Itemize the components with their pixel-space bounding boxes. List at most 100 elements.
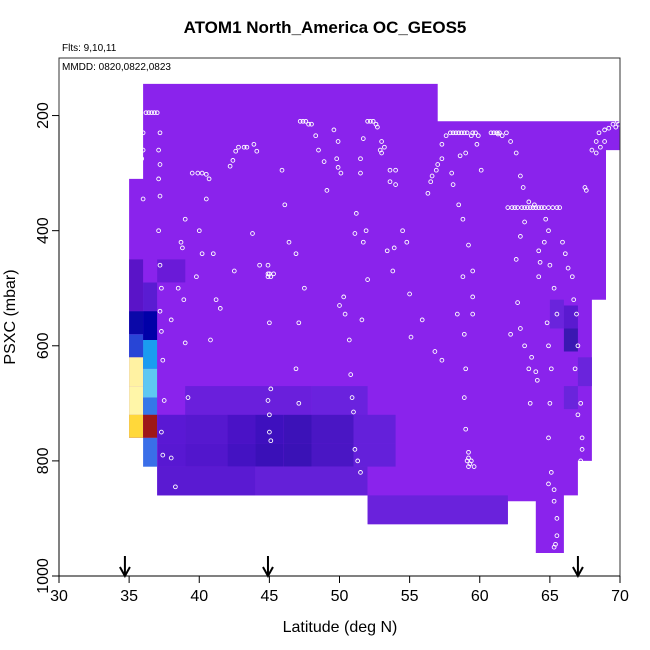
flight-track-point xyxy=(341,294,347,300)
heatmap-cell xyxy=(143,340,158,369)
flight-track-point xyxy=(554,533,560,539)
flight-track-point xyxy=(140,147,146,153)
flight-track-point xyxy=(475,133,481,139)
flight-track-point xyxy=(160,452,166,458)
heatmap-cell xyxy=(353,443,396,467)
flight-track-point xyxy=(175,285,181,291)
flight-track-point xyxy=(199,251,205,257)
heatmap-cell xyxy=(129,357,144,387)
y-axis: 200 400 600 800 1000 xyxy=(35,102,60,594)
flight-track-point xyxy=(602,127,607,133)
flight-track-point xyxy=(360,136,366,141)
flight-track-point xyxy=(515,300,520,305)
flight-track-point xyxy=(571,297,577,303)
flight-track-point xyxy=(453,130,459,136)
flight-track-point xyxy=(527,205,533,210)
flight-track-point xyxy=(303,118,309,124)
flight-track-point xyxy=(250,231,255,236)
flight-track-point xyxy=(282,202,288,208)
flight-track-point xyxy=(306,121,311,127)
y-tick-label: 800 xyxy=(35,447,52,474)
flight-track-point xyxy=(335,139,341,144)
flight-track-point xyxy=(551,498,557,504)
flight-track-point xyxy=(471,464,477,469)
flight-track-point xyxy=(152,110,157,116)
heatmap-cell xyxy=(353,414,396,444)
flight-track-point xyxy=(450,130,456,136)
flight-track-point xyxy=(408,334,414,340)
flight-track-point xyxy=(407,291,412,297)
heatmap-cell xyxy=(157,443,186,467)
heatmap-cell xyxy=(143,414,158,438)
flight-track-point xyxy=(551,487,557,493)
flight-track-point xyxy=(466,449,471,455)
flight-track-point xyxy=(180,245,185,251)
flight-track-point xyxy=(546,435,551,441)
flight-track-point xyxy=(463,426,469,432)
flight-track-point xyxy=(300,118,306,124)
flight-track-point xyxy=(569,274,575,280)
flight-track-point xyxy=(244,144,250,150)
flight-track-point xyxy=(156,176,161,182)
x-tick-label: 50 xyxy=(331,588,349,605)
flight-track-point xyxy=(157,193,163,199)
flight-track-point xyxy=(293,251,299,257)
flight-track-point xyxy=(348,372,354,377)
heatmap-cell xyxy=(255,443,284,467)
flight-track-point xyxy=(536,248,542,254)
flight-track-point xyxy=(279,167,285,173)
flight-track-point xyxy=(352,231,358,236)
flight-track-point xyxy=(495,131,501,137)
flight-track-point xyxy=(268,438,274,444)
flight-track-point xyxy=(368,118,373,124)
heatmap-cell xyxy=(255,414,284,444)
flight-track-point xyxy=(488,130,494,136)
flight-track-point xyxy=(529,354,534,360)
heatmap-cell xyxy=(283,414,312,444)
flight-track-point xyxy=(533,205,539,210)
flight-track-point xyxy=(547,262,553,268)
flight-track-point xyxy=(404,239,410,245)
flight-track-point xyxy=(149,110,154,116)
flight-track-point xyxy=(464,130,470,136)
flight-track-point xyxy=(384,248,390,254)
flight-track-point xyxy=(194,274,199,280)
flight-track-point xyxy=(199,170,205,176)
heatmap-cell xyxy=(311,443,354,467)
flight-track-point xyxy=(321,159,327,164)
flight-track-point xyxy=(575,412,581,418)
flight-track-point xyxy=(331,127,337,133)
flight-track-point xyxy=(157,130,163,136)
flight-track-point xyxy=(457,153,463,159)
flight-track-point xyxy=(267,320,272,326)
flight-track-point xyxy=(230,158,236,163)
flight-track-point xyxy=(546,228,551,234)
flight-track-point xyxy=(578,400,584,406)
flight-track-point xyxy=(265,398,271,403)
heatmap-cell xyxy=(227,443,256,467)
flight-track-point xyxy=(157,262,163,268)
x-tick-label: 30 xyxy=(50,588,68,605)
heatmap-cell xyxy=(255,466,368,496)
flight-track-point xyxy=(534,377,540,383)
flight-track-point xyxy=(338,170,344,176)
flight-track-point xyxy=(161,398,167,403)
flight-track-point xyxy=(551,285,557,291)
chart-title: ATOM1 North_America OC_GEOS5 xyxy=(183,18,467,37)
flight-track-point xyxy=(251,141,257,147)
flight-track-point xyxy=(196,228,202,234)
heatmap-cell xyxy=(563,305,578,329)
flight-track-point xyxy=(598,144,603,150)
flight-track-point xyxy=(526,366,532,372)
x-tick-label: 40 xyxy=(190,588,208,605)
heatmap-cell xyxy=(563,328,578,352)
flight-track-point xyxy=(593,150,599,156)
flight-track-point xyxy=(583,188,589,193)
flight-track-point xyxy=(365,118,370,124)
flight-track-point xyxy=(513,150,519,156)
flight-track-point xyxy=(365,277,370,282)
heatmap-cell xyxy=(311,386,368,415)
flight-track-point xyxy=(525,205,530,210)
flight-track-point xyxy=(470,268,476,274)
